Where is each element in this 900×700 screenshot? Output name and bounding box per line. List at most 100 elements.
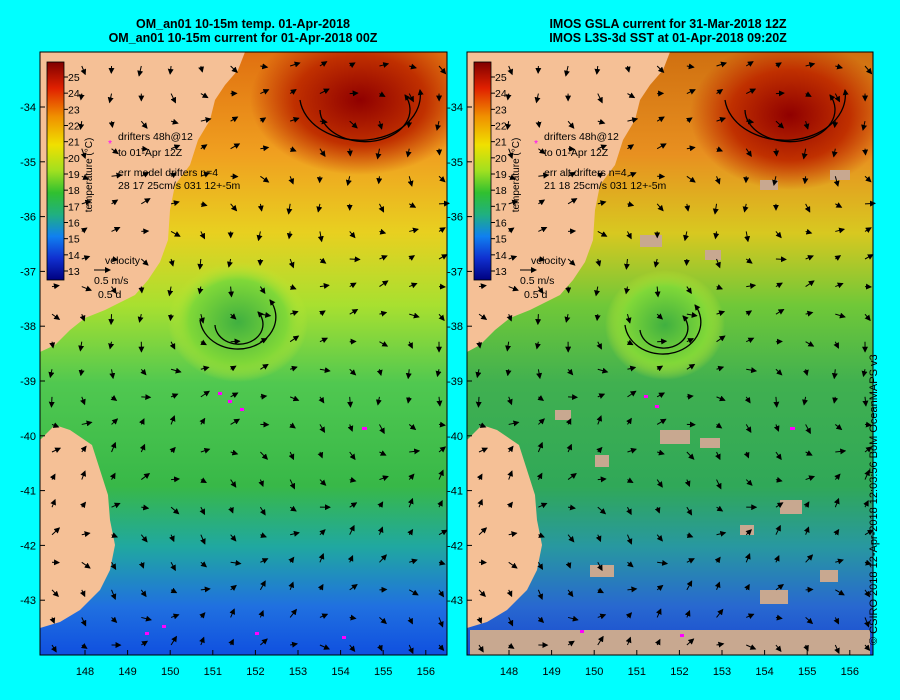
current-vector: [626, 339, 634, 346]
current-vector: [409, 282, 418, 289]
current-vector: [625, 314, 632, 324]
current-vector: [832, 121, 839, 129]
current-vector: [508, 531, 518, 538]
current-vector: [864, 200, 876, 207]
current-vector: [505, 341, 512, 352]
current-vector: [686, 506, 693, 516]
current-vector: [80, 470, 87, 480]
current-vector: [407, 528, 414, 536]
current-vector: [597, 476, 607, 483]
current-vector: [228, 506, 234, 514]
left-eddy-arrows: [199, 89, 424, 350]
current-vector: [319, 88, 330, 95]
current-vector: [290, 641, 299, 648]
current-vector: [200, 365, 210, 372]
current-vector: [656, 534, 663, 542]
left-current-vectors: [48, 61, 450, 655]
lat-tick-label: -34: [447, 102, 463, 114]
current-vector: [80, 396, 86, 406]
lat-tick-label: -35: [20, 157, 36, 169]
current-vector: [803, 501, 810, 508]
current-vector: [78, 121, 85, 131]
current-vector: [686, 532, 694, 538]
current-vector: [286, 231, 293, 240]
right-map: [467, 52, 873, 655]
current-vector: [111, 532, 119, 538]
current-vector: [230, 143, 241, 150]
current-vector: [319, 529, 326, 536]
current-vector: [436, 396, 443, 407]
current-vector: [260, 145, 270, 152]
current-vector: [379, 554, 387, 563]
current-vector: [567, 258, 576, 266]
current-vector: [746, 88, 757, 95]
current-vector: [508, 174, 517, 180]
left-tasmania: [40, 425, 115, 628]
current-vector: [110, 562, 117, 571]
current-vector: [80, 445, 87, 453]
current-vector: [167, 286, 174, 297]
current-vector: [435, 369, 442, 378]
current-vector: [408, 93, 414, 103]
left-annot-drifters: drifters 48h@12: [118, 131, 193, 143]
lat-tick-label: -38: [447, 321, 463, 333]
lon-tick-label: 149: [118, 666, 136, 678]
current-vector: [407, 617, 413, 625]
current-vector: [50, 498, 56, 508]
current-vector: [686, 89, 696, 95]
current-vector: [375, 148, 382, 160]
latitude-axis: -34 -34 -35 -35 -36 -36 -37 -37 -38 -38 -39 -39 -40 -…: [20, 102, 472, 607]
current-vector: [81, 531, 91, 538]
current-vector: [745, 148, 752, 157]
current-vector: [260, 451, 269, 460]
right-annot-drifters: drifters 48h@12: [544, 131, 619, 143]
current-vector: [51, 644, 57, 653]
current-vector: [624, 286, 631, 295]
current-vector: [686, 638, 695, 646]
current-vector: [168, 258, 175, 267]
current-vector: [319, 644, 331, 650]
current-vector: [538, 418, 545, 425]
current-vector: [199, 314, 205, 324]
current-vector: [260, 558, 269, 564]
current-vector: [564, 65, 570, 77]
right-longitude-axis: 148 149 150 151 152 153 154 155 156: [500, 650, 859, 678]
current-vector: [349, 120, 358, 129]
current-vector: [506, 589, 513, 598]
current-vector: [230, 479, 237, 488]
current-vector: [258, 479, 264, 487]
current-vector: [597, 506, 607, 515]
lat-tick-label: -37: [20, 266, 36, 278]
current-vector: [110, 395, 118, 401]
drifter-tracks: [145, 392, 795, 639]
current-vector: [81, 255, 91, 261]
current-vector: [508, 420, 520, 427]
current-vector: [349, 451, 356, 461]
current-vector: [654, 638, 661, 646]
current-vector: [805, 475, 816, 482]
current-vector: [289, 365, 298, 372]
current-vector: [377, 526, 384, 535]
current-vector: [537, 616, 545, 624]
current-vector: [349, 614, 357, 621]
left-land: [40, 52, 245, 352]
current-vector: [478, 313, 488, 320]
current-vector: [110, 441, 117, 453]
current-vector: [49, 341, 56, 349]
current-vector: [537, 562, 544, 571]
current-vector: [378, 91, 386, 97]
current-vector: [286, 203, 293, 215]
current-vector: [746, 613, 755, 619]
current-vector: [507, 148, 514, 160]
current-vector: [716, 117, 727, 123]
current-vector: [80, 148, 87, 160]
current-vector: [627, 144, 635, 151]
current-vector: [716, 505, 724, 512]
current-vector: [347, 555, 354, 563]
current-vector: [536, 369, 543, 380]
current-vector: [407, 497, 414, 508]
current-vector: [80, 501, 87, 509]
current-vector: [171, 476, 181, 483]
left-annot-to: to 01-Apr 12Z: [118, 147, 183, 159]
current-vector: [406, 121, 413, 129]
